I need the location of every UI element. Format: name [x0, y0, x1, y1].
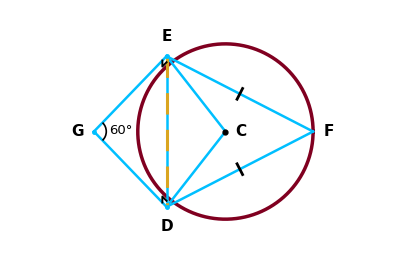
Text: E: E [161, 29, 172, 44]
Text: G: G [71, 124, 84, 139]
Text: D: D [160, 219, 173, 234]
Text: C: C [235, 124, 246, 139]
Text: F: F [324, 124, 334, 139]
Text: 60°: 60° [109, 124, 133, 137]
